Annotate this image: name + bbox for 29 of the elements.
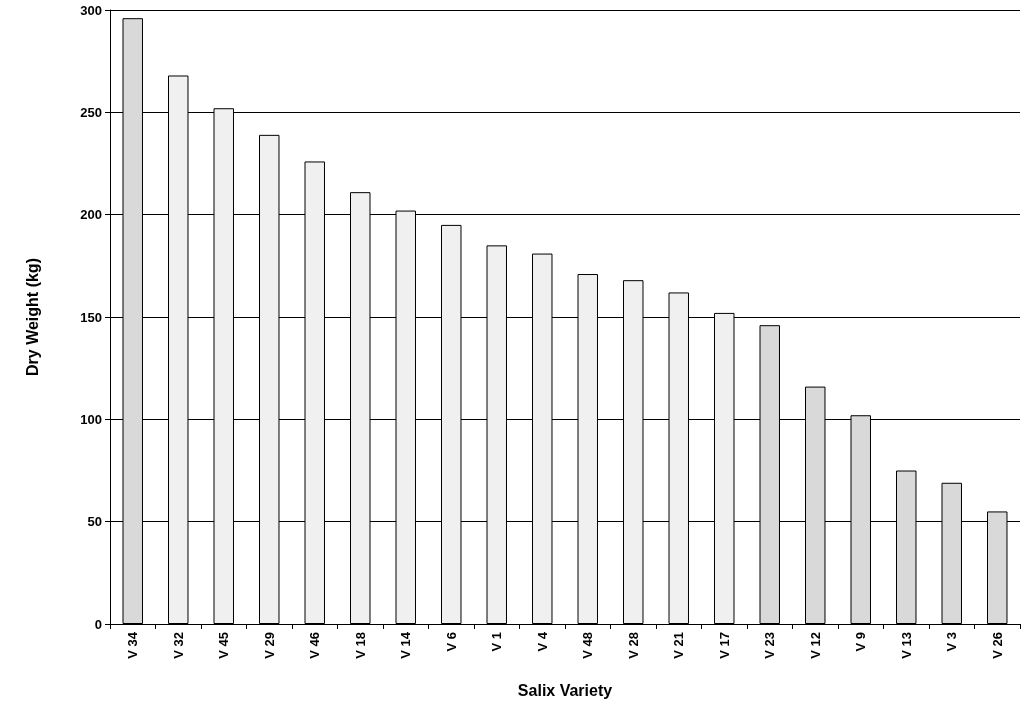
- x-tick-label: V 14: [398, 631, 414, 659]
- x-tick-label: V 32: [170, 632, 186, 659]
- x-tick-label: V 46: [307, 632, 323, 659]
- x-tick-label: V 21: [671, 632, 687, 659]
- y-tick-label: 50: [87, 514, 102, 530]
- x-tick-label: V 34: [125, 631, 141, 659]
- x-tick-label: V 29: [261, 632, 277, 659]
- x-tick-label: V 18: [352, 632, 368, 659]
- x-tick-label: V 4: [534, 631, 550, 652]
- x-tick-label: V 28: [625, 632, 641, 659]
- x-tick-label: V 12: [807, 632, 823, 659]
- y-tick-label: 300: [80, 2, 102, 18]
- x-tick-label: V 48: [580, 632, 596, 659]
- x-tick-label: V 26: [989, 632, 1005, 659]
- x-tick-label: V 13: [898, 632, 914, 659]
- x-tick-label: V 9: [853, 632, 869, 652]
- x-tick-label: V 1: [489, 632, 505, 652]
- x-axis-title: Salix Variety: [517, 681, 613, 699]
- x-tick-label: V 45: [216, 632, 232, 659]
- x-tick-label: V 3: [944, 632, 960, 652]
- y-tick-label: 200: [80, 207, 102, 223]
- y-axis-title: Dry Weight (kg): [23, 258, 41, 376]
- x-tick-label: V 23: [762, 632, 778, 659]
- y-tick-label: 250: [80, 104, 102, 120]
- x-tick-label: V 17: [716, 632, 732, 659]
- x-tick-label: V 6: [443, 632, 459, 652]
- y-tick-label: 0: [94, 616, 102, 632]
- y-tick-label: 150: [80, 309, 102, 325]
- y-tick-label: 100: [80, 411, 102, 427]
